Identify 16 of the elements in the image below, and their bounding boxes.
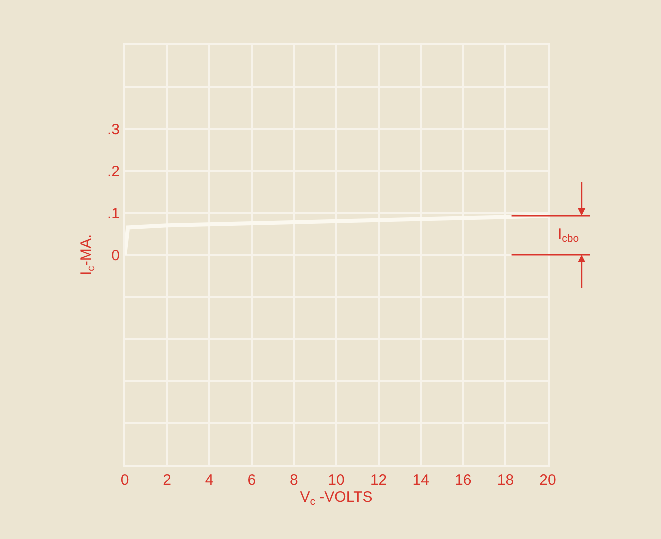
text: I$_{cbo}$: [558, 226, 580, 246]
x-tick-label: 12: [370, 472, 388, 489]
x-tick-label: 6: [248, 472, 256, 489]
y-tick-label: .3: [107, 121, 120, 138]
x-tick-label: 20: [540, 472, 556, 489]
x-tick-label: 10: [328, 472, 345, 489]
y-tick-label: 0: [112, 247, 120, 264]
x-tick-label: 14: [412, 472, 430, 489]
x-axis-title: V$_{c}$ -VOLTS: [300, 489, 373, 508]
y-tick-label: .1: [107, 205, 120, 222]
x-tick-label: 8: [290, 472, 298, 489]
y-tick-label: .2: [107, 163, 120, 180]
x-tick-label: 16: [455, 472, 472, 489]
x-tick-label: 2: [163, 472, 172, 489]
x-tick-label: 4: [205, 472, 214, 489]
x-tick-label: 18: [497, 472, 514, 489]
